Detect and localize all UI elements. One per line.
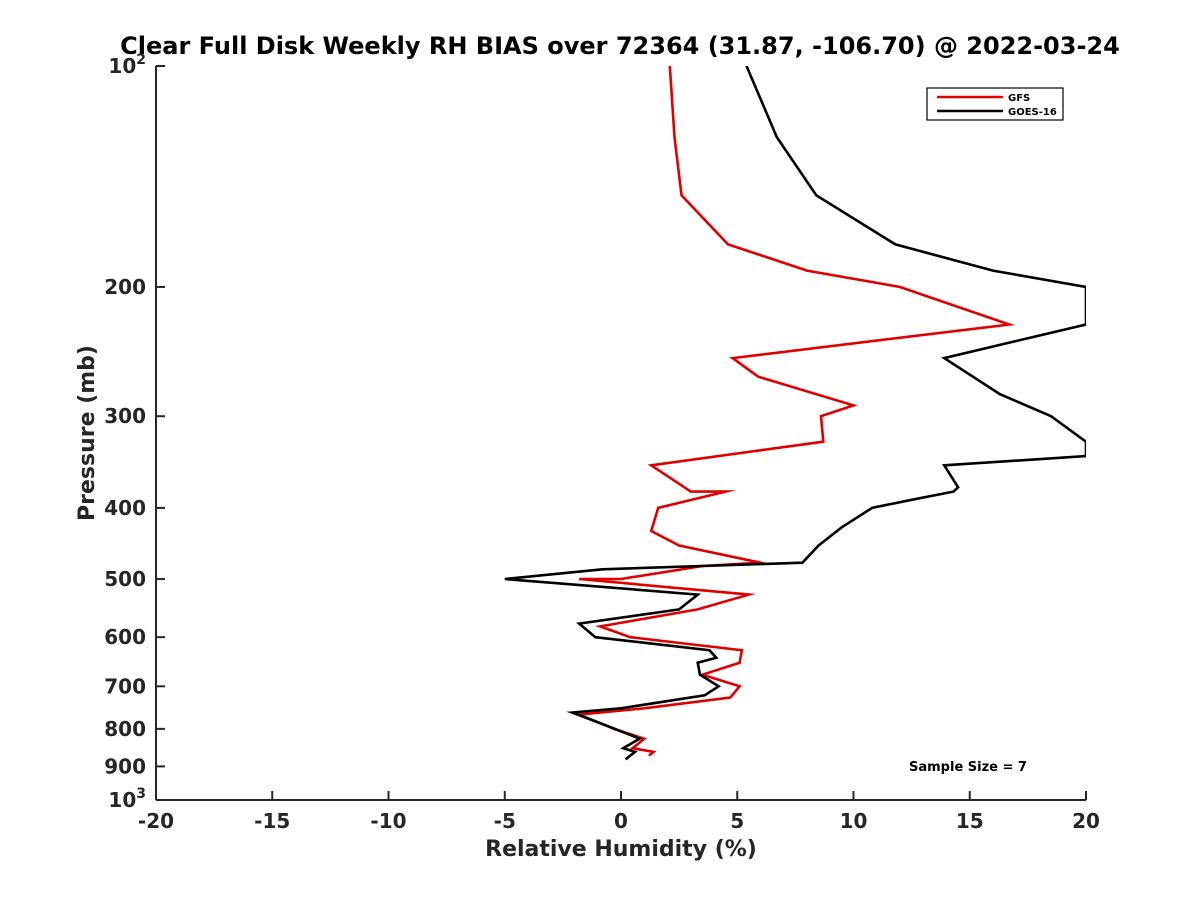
x-tick-label: -5: [494, 809, 516, 833]
x-tick-label: 20: [1072, 809, 1100, 833]
y-tick-label: 200: [104, 275, 146, 299]
y-tick-label: 700: [104, 674, 146, 698]
plot-area: [504, 66, 1086, 761]
x-tick-label: -20: [138, 809, 174, 833]
series-line-goes16: [504, 66, 1086, 761]
y-tick-label: 600: [104, 625, 146, 649]
y-tick-label: 400: [104, 496, 146, 520]
sample-size-annotation: Sample Size = 7: [909, 760, 1027, 775]
y-axis-title: Pressure (mb): [75, 345, 100, 521]
x-axis-title: Relative Humidity (%): [485, 837, 757, 862]
chart-title: Clear Full Disk Weekly RH BIAS over 7236…: [120, 32, 1120, 60]
x-ticks: -20 -15 -10 -5 0 5 10 15 20: [138, 791, 1100, 833]
legend: GFS GOES-16: [926, 87, 1064, 121]
y-tick-label: 500: [104, 567, 146, 591]
x-tick-label: 0: [614, 809, 628, 833]
y-ticks: 102 200 300 400 500 600 700 800 900 103: [104, 52, 165, 812]
legend-label-goes16: GOES-16: [1008, 107, 1057, 118]
y-tick-label: 900: [104, 754, 146, 778]
x-tick-label: 10: [840, 809, 868, 833]
y-tick-label: 103: [108, 786, 146, 812]
legend-label-gfs: GFS: [1008, 93, 1030, 104]
x-tick-label: 15: [956, 809, 984, 833]
legend-box: [926, 87, 1064, 121]
x-tick-label: 5: [730, 809, 744, 833]
y-tick-label: 300: [104, 404, 146, 428]
y-tick-label: 102: [108, 52, 146, 78]
x-tick-label: -15: [254, 809, 290, 833]
series-layer: [504, 66, 1086, 761]
x-tick-label: -10: [370, 809, 406, 833]
y-tick-label: 800: [104, 717, 146, 741]
